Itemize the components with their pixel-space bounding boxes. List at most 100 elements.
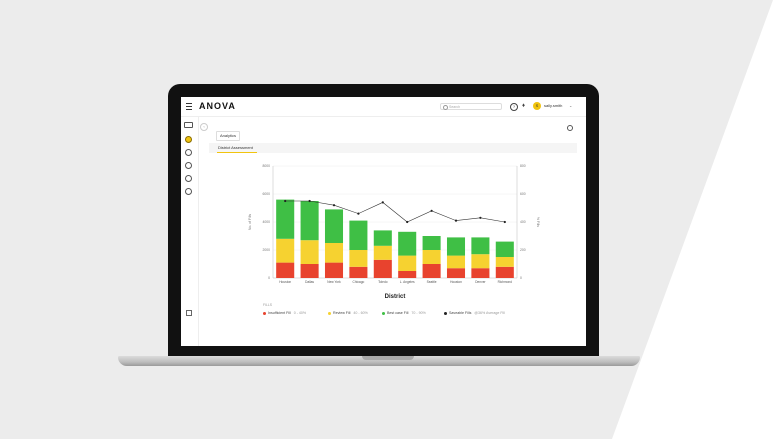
legend-swatch [328, 311, 331, 315]
x-tick-label: Seattle [427, 280, 437, 284]
truck-icon[interactable] [184, 122, 193, 128]
sidebar-item-gauge-active[interactable] [185, 136, 192, 143]
y-left-tick-label: 6000 [262, 192, 270, 196]
bar-segment [398, 231, 417, 256]
bar-segment [373, 230, 392, 246]
sidebar-item-gauge-4[interactable] [185, 175, 192, 182]
legend-swatch [263, 311, 266, 315]
x-axis-label: District [385, 294, 406, 300]
legend-label: Review Fill [333, 311, 351, 315]
y-right-axis-label: % Fills [536, 217, 540, 227]
bar-segment [349, 250, 368, 267]
sidebar-item-gauge-3[interactable] [185, 162, 192, 169]
bar-segment [446, 255, 466, 269]
x-tick-label: New York [327, 280, 341, 284]
line-point [479, 216, 482, 219]
bar-segment [324, 262, 344, 278]
background-stripe [612, 0, 773, 439]
line-point [308, 199, 311, 203]
bar-segment [471, 268, 490, 278]
tab-district-assessment[interactable]: District Assessment [218, 145, 253, 150]
x-tick-label: Denver [475, 280, 486, 284]
legend-item[interactable]: Saveable Fills @36% Average Fill [444, 311, 505, 315]
legend-item[interactable]: Review Fill 40 - 60% [328, 311, 368, 315]
x-tick-label: Houston [450, 280, 462, 284]
legend-range: @36% Average Fill [474, 311, 505, 315]
legend-swatch [444, 311, 447, 315]
line-point [357, 212, 360, 215]
sidebar-item-gauge-2[interactable] [185, 149, 192, 156]
bar-segment [398, 255, 417, 271]
sub-tab-bar [209, 143, 577, 153]
line-point [503, 220, 506, 224]
legend-label: Best case Fill [387, 311, 409, 315]
y-left-tick-label: 4000 [262, 220, 270, 224]
bar-segment [276, 238, 295, 263]
bar-segment [276, 262, 295, 278]
y-right-tick-label: 200 [520, 248, 526, 252]
help-icon[interactable]: ? [510, 103, 518, 111]
collapse-sidebar-button[interactable]: ‹ [200, 123, 208, 131]
line-point [430, 209, 433, 212]
line-point [454, 219, 458, 222]
bar-segment [495, 257, 514, 267]
sidebar-item-gauge-5[interactable] [185, 188, 192, 195]
bar-segment [446, 268, 466, 278]
bar-segment [300, 264, 319, 278]
bar-segment [471, 237, 490, 255]
app-logo[interactable]: ANOVA [199, 101, 236, 111]
bar-segment [373, 259, 392, 278]
legend-range: 0 - 40% [293, 311, 307, 315]
district-chart: 0 0 2000 200 4000 400 6000 600 8000 800 No. of Fil… [248, 164, 540, 300]
laptop-base [118, 356, 640, 366]
y-right-tick-label: 800 [520, 164, 526, 168]
y-right-tick-label: 600 [520, 192, 526, 196]
avatar[interactable]: S [533, 102, 541, 110]
bar-segment [349, 266, 368, 278]
chevron-down-icon[interactable]: ⌄ [569, 103, 573, 108]
bar-segment [300, 240, 319, 264]
x-tick-label: Richmond [498, 280, 513, 284]
legend-range: 70 - 90% [411, 311, 426, 315]
bar-segment [373, 245, 392, 260]
top-bar: ANOVA Search ? ♦ S sally.smith ⌄ [181, 97, 586, 117]
grid-icon[interactable] [186, 310, 192, 316]
bar-segment [422, 264, 441, 278]
globe-icon[interactable] [567, 125, 573, 131]
x-tick-label: L. Angeles [400, 280, 415, 284]
bar-segment [398, 271, 417, 278]
bar-segment [495, 241, 514, 257]
legend-title: FILLS [263, 303, 273, 307]
y-left-tick-label: 8000 [262, 164, 270, 168]
legend-label: Insufficient Fill [268, 311, 291, 315]
search-placeholder: Search [449, 105, 461, 109]
bar-segment [324, 243, 344, 263]
tab-analytics[interactable]: Analytics [216, 131, 241, 141]
line-point [284, 199, 287, 203]
x-tick-label: Dallas [305, 280, 314, 284]
bar-segment [446, 237, 466, 256]
bell-icon[interactable]: ♦ [522, 103, 526, 109]
bar-segment [300, 201, 319, 241]
y-left-axis-label: No. of Fills [248, 214, 252, 230]
bar-segment [349, 220, 368, 250]
search-input[interactable]: Search [440, 103, 502, 110]
username[interactable]: sally.smith [544, 103, 563, 108]
bar-segment [471, 254, 490, 269]
sidebar [181, 117, 199, 346]
y-left-tick-label: 2000 [262, 248, 270, 252]
legend-item[interactable]: Insufficient Fill 0 - 40% [263, 311, 306, 315]
bar-segment [276, 199, 295, 239]
menu-icon[interactable] [186, 103, 192, 110]
bar-segment [495, 266, 514, 278]
bar-segment [324, 209, 344, 243]
legend-item[interactable]: Best case Fill 70 - 90% [382, 311, 426, 315]
y-left-tick-label: 0 [268, 276, 270, 280]
bar-segment [422, 250, 441, 264]
line-point [406, 220, 409, 224]
x-tick-label: Houston [279, 280, 291, 284]
y-right-tick-label: 400 [520, 220, 526, 224]
bar-segment [422, 236, 441, 250]
legend-label: Saveable Fills [449, 311, 472, 315]
